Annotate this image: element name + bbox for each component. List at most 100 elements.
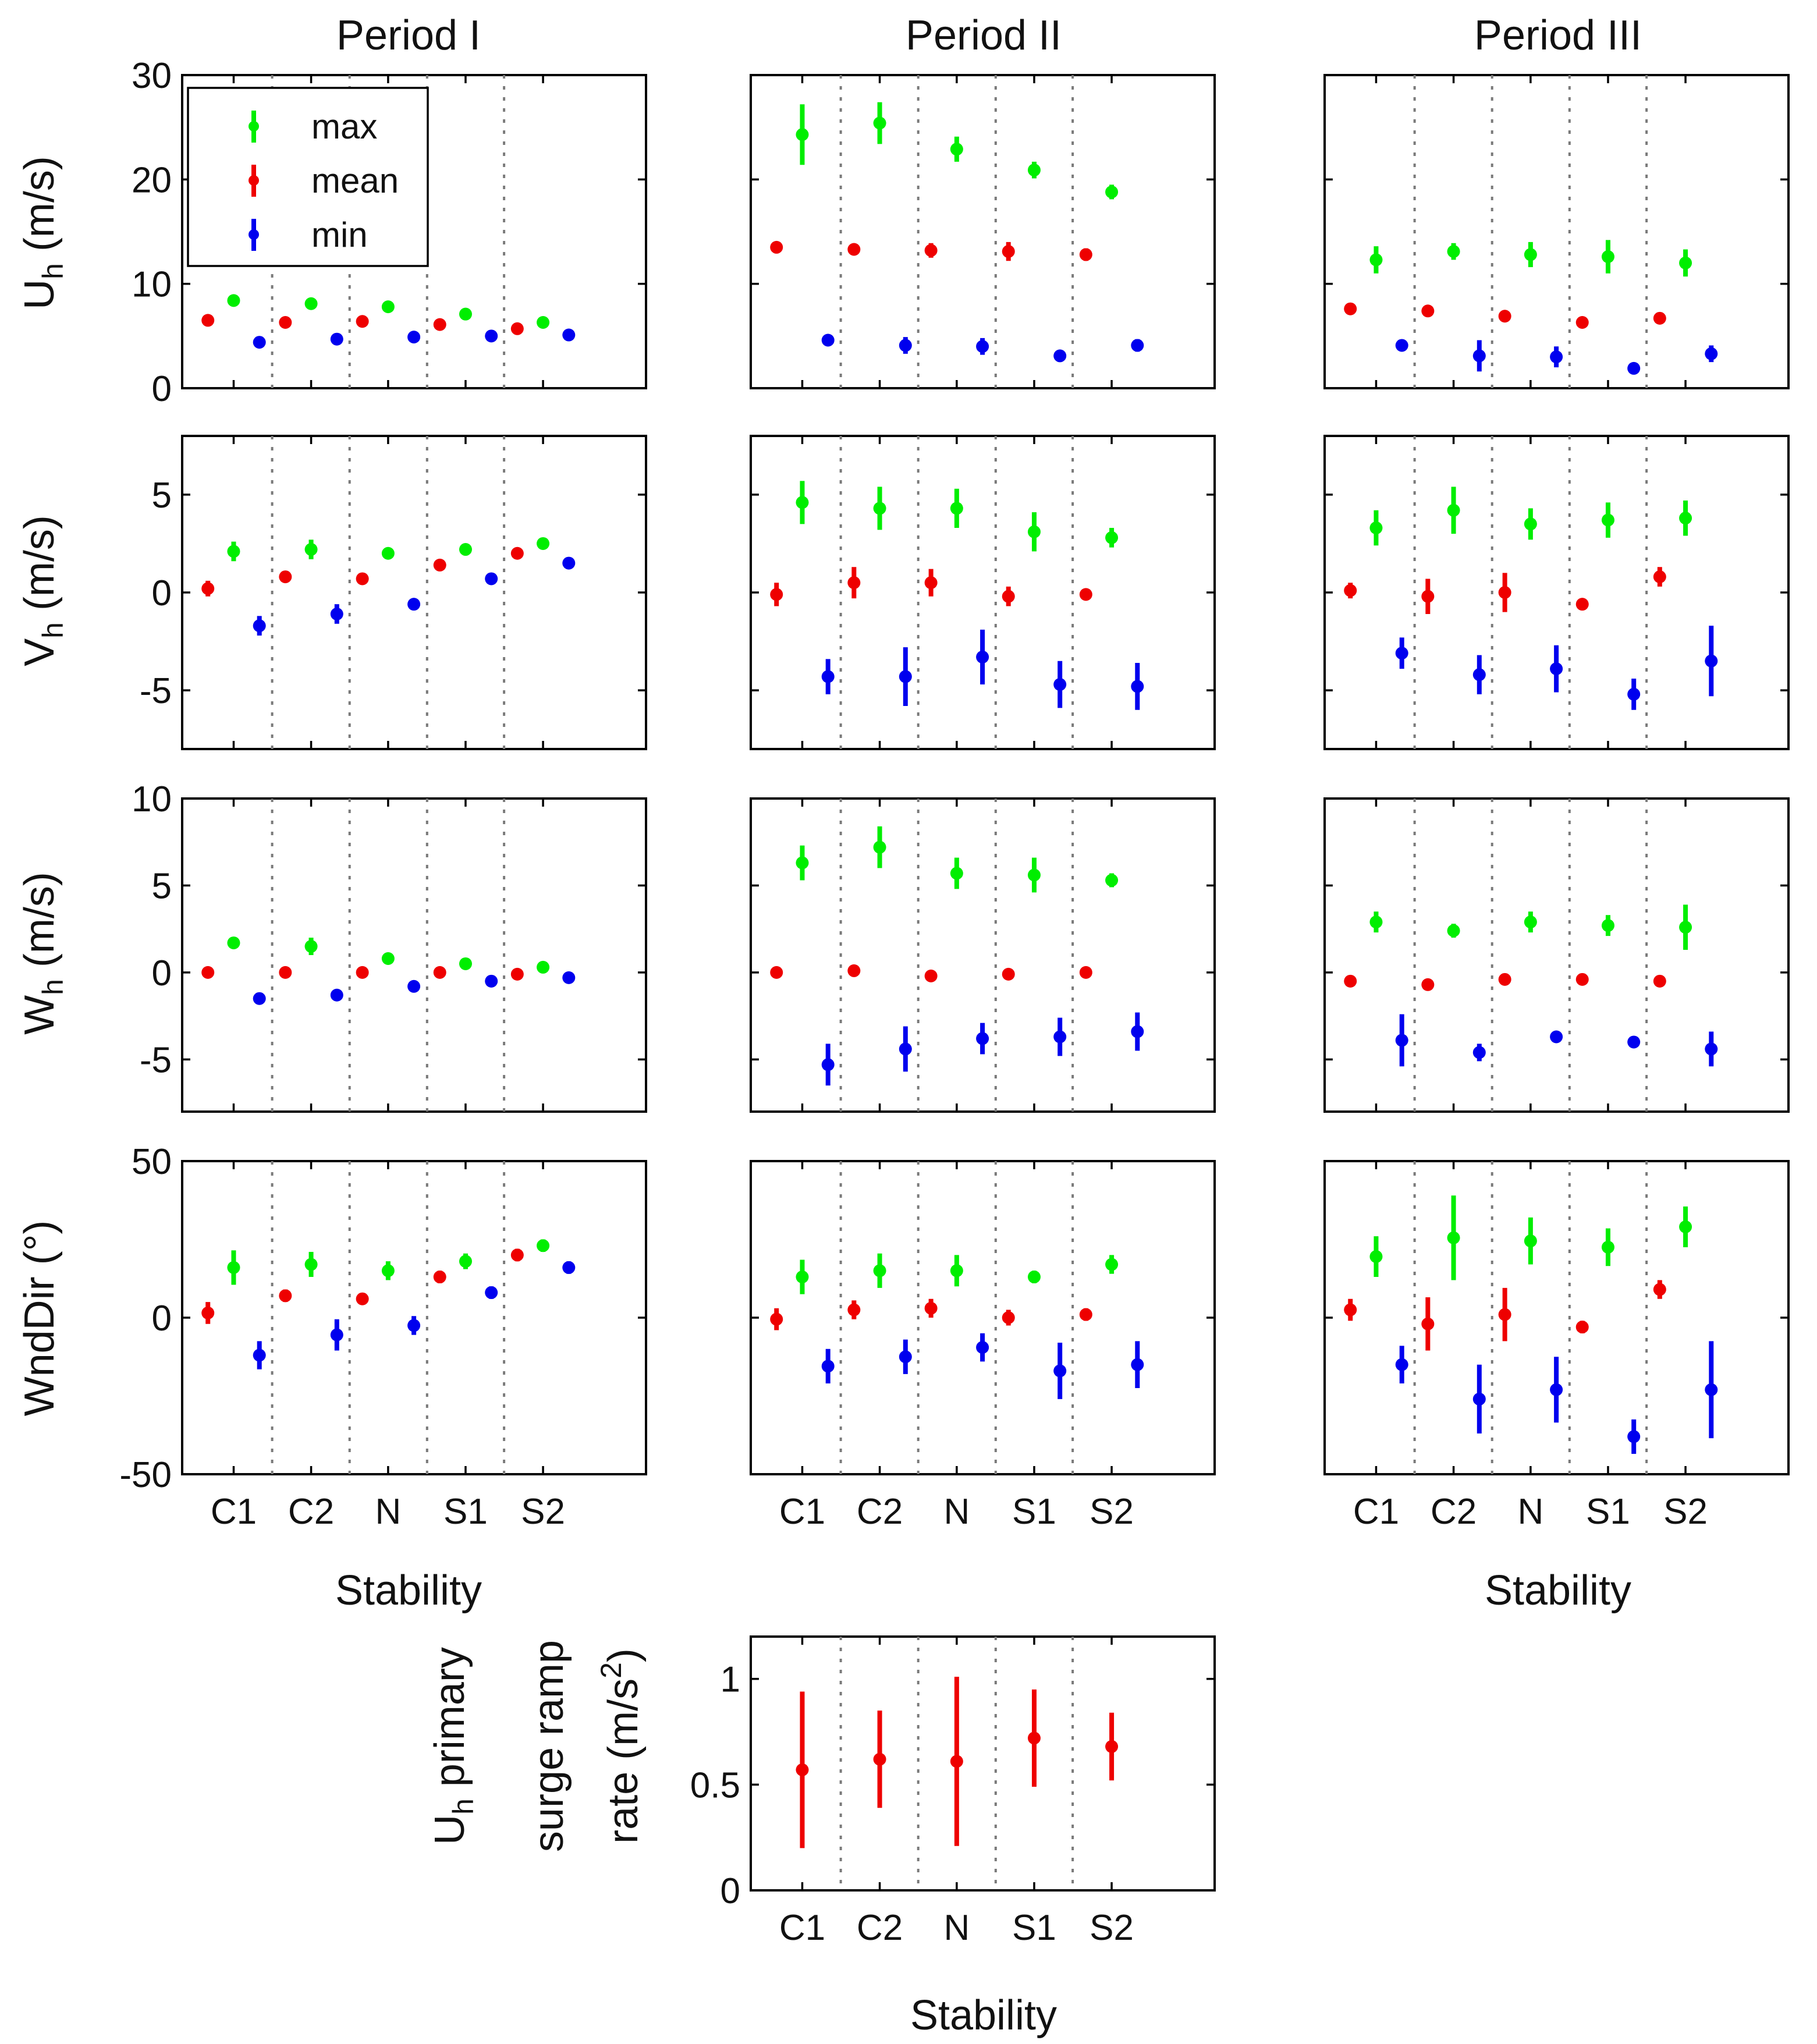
vh-p1-mean-point-C1	[201, 582, 215, 595]
ylabel-wnddir: WndDir (°)	[16, 1220, 63, 1417]
vh-p2-max-point-C1	[796, 496, 809, 509]
wnddir-p2-mean-point-C1	[770, 1312, 783, 1326]
surge-mean-point-S1	[1027, 1731, 1041, 1745]
vh-p3-frame	[1323, 435, 1790, 750]
uh-p2-min-point-S1	[1053, 349, 1067, 363]
wh-p2-mean-point-S2	[1079, 966, 1092, 979]
wh-p2-min-point-C1	[821, 1058, 835, 1071]
uh-p1-min-point-C2	[330, 332, 343, 346]
wnddir-p2-min-point-N	[976, 1341, 989, 1354]
wnddir-p2-mean-point-N	[924, 1301, 938, 1315]
vh-p3-min-point-N	[1550, 662, 1563, 676]
wh-p3-frame	[1323, 797, 1790, 1113]
wh-p3-mean-point-C1	[1344, 974, 1357, 988]
uh-p1-mean-point-N	[356, 315, 369, 328]
wnddir-p3-frame	[1323, 1160, 1790, 1475]
vh-p1-max-point-S1	[459, 543, 472, 556]
wnddir-p2-xtick-label-N: N	[943, 1492, 970, 1532]
surge-ytick-label-2: 1	[721, 1660, 740, 1700]
wnddir-p3-min-point-C2	[1472, 1392, 1486, 1406]
surge-ytick-label-0: 0	[721, 1871, 740, 1911]
wnddir-p1-min-point-S1	[485, 1286, 498, 1299]
wh-p2-mean-point-N	[924, 969, 938, 982]
vh-p3-max-point-N	[1524, 517, 1537, 531]
wh-p2-max-point-C1	[796, 856, 809, 870]
wnddir-p2-max-point-C2	[873, 1264, 886, 1278]
uh-p2-max-point-S2	[1105, 185, 1119, 198]
wh-p1-ytick-label-3: 10	[132, 779, 172, 819]
vh-p1-ytick-label-0: -5	[140, 671, 172, 711]
wh-p3-max-point-S1	[1601, 919, 1614, 932]
wnddir-p1-mean-point-N	[356, 1292, 369, 1305]
vh-p3-max-point-C2	[1447, 503, 1460, 517]
wh-p1-max-point-C1	[227, 936, 240, 950]
legend-min-label: min	[311, 215, 368, 254]
uh-p2-mean-point-N	[924, 244, 938, 257]
wh-p1-max-point-C2	[304, 940, 318, 953]
wnddir-p1-ytick-label-0: -50	[119, 1455, 172, 1495]
uh-p3-min-point-C2	[1472, 349, 1486, 363]
wnddir-p3-min-point-S2	[1705, 1383, 1718, 1396]
uh-p3-max-point-C1	[1369, 253, 1383, 267]
wnddir-p1-min-point-C1	[253, 1349, 266, 1362]
wh-p3-min-point-C1	[1395, 1034, 1408, 1047]
wnddir-p2-min-point-C2	[899, 1350, 912, 1364]
uh-p1-max-point-C1	[227, 294, 240, 307]
wnddir-p1-xtick-label-N: N	[375, 1492, 401, 1532]
wnddir-p1-max-point-C1	[227, 1261, 240, 1274]
ylabel-surge-line-2: surge ramp	[526, 1640, 572, 1852]
wnddir-p3-xtick-label-N: N	[1517, 1492, 1543, 1532]
wnddir-p1-max-point-C2	[304, 1258, 318, 1271]
wh-p1-mean-point-C2	[279, 966, 292, 979]
vh-p2-mean-point-S2	[1079, 588, 1092, 601]
uh-p3-mean-point-C2	[1421, 304, 1435, 318]
uh-p1-max-point-S2	[537, 316, 550, 329]
wh-p2-mean-point-C1	[770, 966, 783, 979]
wh-p3-min-point-N	[1550, 1030, 1563, 1044]
ylabel-vh-main: V	[16, 638, 63, 666]
surge-ytick-label-1: 0.5	[690, 1765, 740, 1805]
vh-p1-mean-point-S1	[433, 558, 446, 572]
uh-p1-mean-point-C2	[279, 316, 292, 329]
legend-box	[187, 87, 429, 267]
wh-p2-mean-point-C2	[847, 964, 861, 977]
ylabel-surge-line-1: Uh primary	[427, 1647, 480, 1845]
ylabel-vh: Vh (m/s)	[16, 515, 69, 666]
uh-p3-max-point-N	[1524, 248, 1537, 261]
wh-p1-ytick-label-2: 5	[152, 866, 172, 906]
wh-p1-mean-point-C1	[201, 966, 215, 979]
uh-p3-min-point-C1	[1395, 339, 1408, 352]
vh-p2-frame	[750, 435, 1216, 750]
wnddir-p2-min-point-S1	[1053, 1364, 1067, 1378]
uh-p3-max-point-S2	[1679, 256, 1692, 269]
wh-p3-mean-point-N	[1498, 973, 1511, 986]
wh-p1-max-point-N	[381, 952, 395, 965]
ylabel-vh-rest: (m/s)	[16, 515, 63, 622]
wnddir-p2-mean-point-C2	[847, 1303, 861, 1316]
wh-p1-min-point-C1	[253, 992, 266, 1005]
wnddir-p3-max-point-C2	[1447, 1231, 1460, 1244]
wnddir-p1-min-point-S2	[562, 1261, 576, 1274]
vh-p2-max-point-C2	[873, 502, 886, 515]
wnddir-p2-xtick-label-C1: C1	[779, 1492, 825, 1532]
wh-p2-min-point-N	[976, 1032, 989, 1045]
vh-p3-max-point-S1	[1601, 513, 1614, 527]
vh-p2-mean-point-C1	[770, 588, 783, 601]
uh-p1-min-point-S2	[562, 328, 576, 342]
wh-p1-ytick-label-0: -5	[140, 1040, 172, 1080]
wnddir-p1-min-point-C2	[330, 1328, 343, 1342]
uh-p1-mean-point-C1	[201, 314, 215, 327]
wnddir-p1-ytick-label-1: 0	[152, 1298, 172, 1339]
wnddir-p3-mean-point-C1	[1344, 1303, 1357, 1316]
wh-p1-min-point-S2	[562, 971, 576, 984]
uh-p1-max-point-S1	[459, 307, 472, 321]
uh-p3-min-point-S2	[1705, 347, 1718, 360]
uh-p1-min-point-N	[407, 331, 421, 344]
wh-p2-max-point-C2	[873, 840, 886, 854]
vh-p2-min-point-C1	[821, 670, 835, 683]
surge-mean-point-C2	[873, 1752, 886, 1766]
wnddir-p2-min-point-C1	[821, 1360, 835, 1373]
surge-xtick-label-S1: S1	[1012, 1908, 1056, 1948]
wh-p1-ytick-label-1: 0	[152, 953, 172, 993]
